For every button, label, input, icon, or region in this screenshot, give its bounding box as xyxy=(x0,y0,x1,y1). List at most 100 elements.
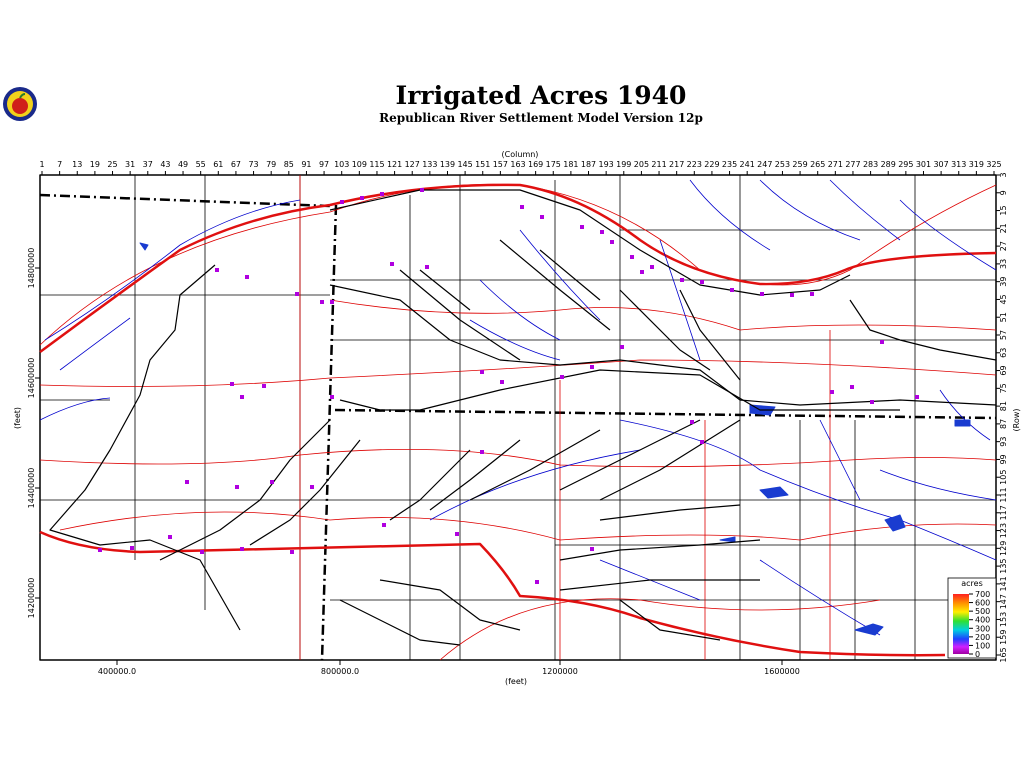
irrigated-cell xyxy=(700,280,704,284)
column-tick-label: 277 xyxy=(845,160,860,169)
irrigated-cell xyxy=(500,380,504,384)
column-tick-label: 235 xyxy=(722,160,737,169)
irrigated-cell xyxy=(382,523,386,527)
column-tick-label: 13 xyxy=(72,160,82,169)
irrigated-cell xyxy=(790,293,794,297)
irrigated-cell xyxy=(270,480,274,484)
irrigated-cell xyxy=(730,288,734,292)
row-tick-label: 33 xyxy=(999,259,1008,269)
irrigated-cell xyxy=(310,485,314,489)
row-tick-label: 111 xyxy=(999,487,1008,502)
irrigated-cell xyxy=(230,382,234,386)
column-tick-label: 253 xyxy=(775,160,790,169)
irrigated-cell xyxy=(245,275,249,279)
column-tick-label: 157 xyxy=(493,160,508,169)
irrigated-cell xyxy=(425,265,429,269)
irrigated-cell xyxy=(590,365,594,369)
row-tick-label: 21 xyxy=(999,223,1008,233)
irrigated-cell xyxy=(830,390,834,394)
northing-tick-label: 14400000 xyxy=(27,468,36,509)
column-tick-label: 25 xyxy=(107,160,117,169)
column-tick-label: 259 xyxy=(792,160,807,169)
irrigated-cell xyxy=(590,547,594,551)
rivers xyxy=(39,183,997,657)
irrigated-cell xyxy=(420,188,424,192)
map xyxy=(39,174,997,661)
column-tick-label: 175 xyxy=(546,160,561,169)
irrigated-cell xyxy=(360,196,364,200)
row-tick-label: 63 xyxy=(999,348,1008,358)
column-tick-label: 49 xyxy=(178,160,188,169)
column-tick-label: 85 xyxy=(284,160,294,169)
row-tick-label: 99 xyxy=(999,454,1008,464)
irrigated-cell xyxy=(380,192,384,196)
irrigated-cell xyxy=(650,265,654,269)
row-tick-label: 93 xyxy=(999,437,1008,447)
column-tick-label: 283 xyxy=(863,160,878,169)
irrigated-cell xyxy=(330,300,334,304)
irrigated-cell xyxy=(630,255,634,259)
irrigated-cell xyxy=(600,230,604,234)
roads xyxy=(39,175,997,661)
column-tick-label: 241 xyxy=(740,160,755,169)
legend-label: 400 xyxy=(975,616,990,625)
column-tick-label: 7 xyxy=(57,160,62,169)
irrigated-cell xyxy=(390,262,394,266)
row-tick-label: 27 xyxy=(999,241,1008,251)
irrigated-cell xyxy=(640,270,644,274)
column-tick-label: 73 xyxy=(248,160,258,169)
row-tick-label: 81 xyxy=(999,401,1008,411)
irrigated-cell xyxy=(480,370,484,374)
irrigated-cell xyxy=(215,268,219,272)
easting-tick-label: 800000.0 xyxy=(321,667,359,676)
column-tick-label: 205 xyxy=(634,160,649,169)
irrigated-cell xyxy=(700,440,704,444)
column-tick-label: 31 xyxy=(125,160,135,169)
row-tick-label: 141 xyxy=(999,576,1008,591)
legend: acres xyxy=(947,577,997,659)
column-tick-label: 163 xyxy=(510,160,525,169)
column-tick-label: 61 xyxy=(213,160,223,169)
row-tick-label: 129 xyxy=(999,541,1008,556)
row-tick-label: 135 xyxy=(999,558,1008,573)
column-tick-label: 211 xyxy=(651,160,666,169)
row-tick-label: 57 xyxy=(999,330,1008,340)
irrigated-cell xyxy=(295,292,299,296)
irrigated-cell xyxy=(262,384,266,388)
row-tick-label: 39 xyxy=(999,277,1008,287)
column-tick-label: 217 xyxy=(669,160,684,169)
logo xyxy=(3,87,37,121)
irrigated-cell xyxy=(580,225,584,229)
column-tick-label: 43 xyxy=(160,160,170,169)
irrigated-cell xyxy=(915,395,919,399)
column-tick-label: 319 xyxy=(969,160,984,169)
row-tick-label: 123 xyxy=(999,523,1008,538)
column-tick-label: 301 xyxy=(916,160,931,169)
column-tick-label: 313 xyxy=(951,160,966,169)
column-tick-label: 139 xyxy=(440,160,455,169)
irrigated-cell xyxy=(455,532,459,536)
row-tick-label: 69 xyxy=(999,365,1008,375)
column-tick-label: 169 xyxy=(528,160,543,169)
column-tick-label: 127 xyxy=(405,160,420,169)
easting-tick-label: 1600000 xyxy=(764,667,800,676)
right-axis-label: (Row) xyxy=(1012,409,1021,432)
column-tick-label: 151 xyxy=(475,160,490,169)
subbasin-boundaries xyxy=(49,189,997,646)
state-border xyxy=(39,193,997,661)
irrigated-cell xyxy=(98,548,102,552)
top-axis-label: (Column) xyxy=(502,150,539,159)
column-tick-label: 307 xyxy=(933,160,948,169)
irrigated-cell xyxy=(690,420,694,424)
row-tick-label: 105 xyxy=(999,470,1008,485)
irrigated-cell xyxy=(620,345,624,349)
column-tick-label: 289 xyxy=(881,160,896,169)
irrigated-cell xyxy=(330,395,334,399)
column-tick-label: 55 xyxy=(196,160,206,169)
irrigated-cell xyxy=(535,580,539,584)
row-tick-label: 147 xyxy=(999,594,1008,609)
irrigated-cell xyxy=(540,215,544,219)
irrigated-cell xyxy=(680,278,684,282)
row-tick-label: 117 xyxy=(999,505,1008,520)
